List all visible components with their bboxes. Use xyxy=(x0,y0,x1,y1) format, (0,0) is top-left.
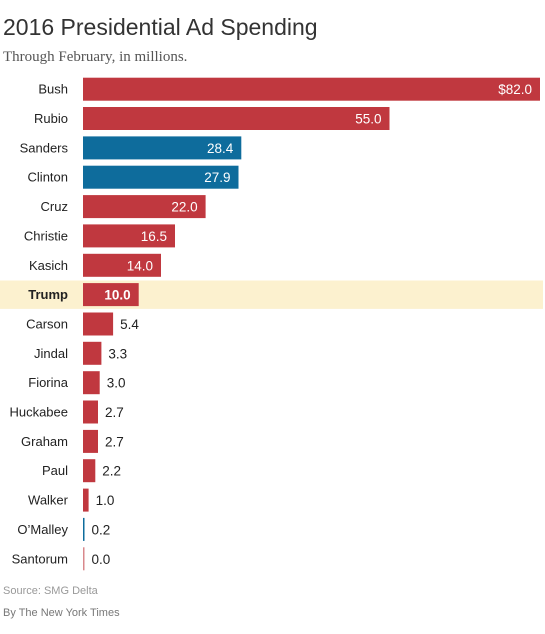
bar xyxy=(83,341,102,365)
category-label: Rubio xyxy=(34,111,68,126)
category-label: Clinton xyxy=(28,170,68,185)
category-label: Jindal xyxy=(34,346,68,361)
data-label: 0.2 xyxy=(92,522,111,537)
bar xyxy=(83,400,98,424)
data-label: 0.0 xyxy=(92,552,111,567)
category-label: Graham xyxy=(21,434,68,449)
bar xyxy=(83,224,175,248)
data-label: 5.4 xyxy=(120,317,139,332)
category-label: Kasich xyxy=(29,258,68,273)
data-label: 3.3 xyxy=(108,346,127,361)
bar xyxy=(83,77,540,101)
bar xyxy=(83,429,98,453)
bar xyxy=(83,312,114,336)
bar xyxy=(83,107,390,130)
category-label: O’Malley xyxy=(17,522,68,537)
bar xyxy=(83,371,100,395)
credit-line: By The New York Times xyxy=(3,607,120,619)
chart-title: 2016 Presidential Ad Spending xyxy=(3,14,318,40)
data-label: 10.0 xyxy=(104,288,130,303)
bar xyxy=(83,195,206,219)
category-label: Cruz xyxy=(41,199,68,214)
chart-subtitle: Through February, in millions. xyxy=(3,49,188,65)
data-label: 55.0 xyxy=(355,112,381,127)
bar xyxy=(83,547,85,571)
category-label: Trump xyxy=(28,287,68,302)
category-label: Huckabee xyxy=(9,405,68,420)
bar xyxy=(83,517,85,541)
bar xyxy=(83,459,96,483)
data-label: 16.5 xyxy=(141,229,167,244)
category-label: Santorum xyxy=(12,551,68,566)
bar xyxy=(83,165,239,189)
data-label: 2.7 xyxy=(105,434,124,449)
data-label: 2.2 xyxy=(102,464,121,479)
data-label: 14.0 xyxy=(127,258,153,273)
bar xyxy=(83,283,139,307)
bar xyxy=(83,136,242,160)
bar xyxy=(83,253,161,277)
data-label: 1.0 xyxy=(96,493,115,508)
category-label: Bush xyxy=(38,82,68,97)
data-label: $82.0 xyxy=(498,82,532,97)
category-label: Carson xyxy=(26,317,68,332)
highlight-row-background xyxy=(0,280,543,309)
category-label: Fiorina xyxy=(28,375,69,390)
data-label: 22.0 xyxy=(171,200,197,215)
data-label: 28.4 xyxy=(207,141,234,156)
bar xyxy=(83,488,89,512)
category-label: Paul xyxy=(42,463,68,478)
category-label: Christie xyxy=(24,228,68,243)
source-note: Source: SMG Delta xyxy=(3,585,98,597)
data-label: 3.0 xyxy=(107,376,126,391)
data-label: 27.9 xyxy=(204,170,230,185)
bar-chart: Bush $82.0 Rubio 55.0 Sanders 28.4 Clinton 27.9… xyxy=(0,77,543,571)
category-label: Walker xyxy=(28,493,69,508)
category-label: Sanders xyxy=(20,140,69,155)
data-label: 2.7 xyxy=(105,405,124,420)
